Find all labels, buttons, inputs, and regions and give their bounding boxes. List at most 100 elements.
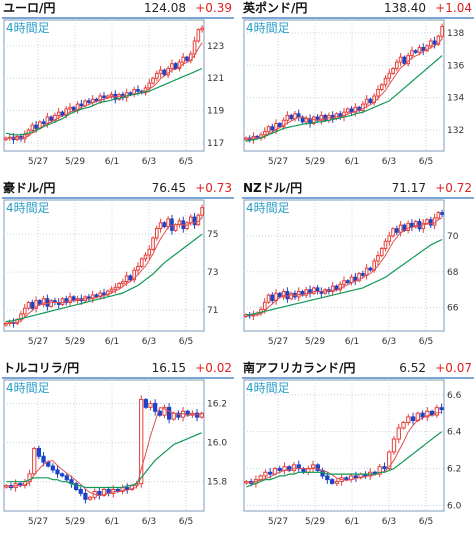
candle-body <box>185 56 189 61</box>
y-tick-label: 15.8 <box>207 478 227 488</box>
candle-body <box>83 492 88 500</box>
candle-body <box>428 40 433 47</box>
candle-body <box>310 464 316 470</box>
candle-body <box>158 69 163 74</box>
candle-body <box>281 291 286 298</box>
x-tick-label: 6/1 <box>105 157 119 167</box>
candle-body <box>94 98 99 102</box>
chart-change: +0.73 <box>195 181 232 195</box>
y-tick-label: 66 <box>447 304 459 314</box>
chart-plot: 123 121 119 117 5/27 5/29 6/1 6/3 6/5 4時間足 <box>3 19 224 167</box>
candle-body <box>30 124 35 131</box>
ma-long-line <box>5 233 203 323</box>
candle-body <box>319 114 324 121</box>
chart-title: 南アフリカランド/円 <box>243 361 356 375</box>
y-tick-label: 119 <box>207 107 224 117</box>
chart-panel-aud-jpy[interactable]: 豪ドル/円 76.45 +0.73 75 73 71 5/27 5/29 6/1 6/3 6/… <box>0 180 236 355</box>
candle-body <box>26 302 31 309</box>
candle-body <box>364 98 369 105</box>
x-tick-label: 6/5 <box>419 517 433 527</box>
candle-body <box>170 218 174 231</box>
ma-long-line <box>245 238 443 316</box>
candle-body <box>162 406 167 416</box>
candle-body <box>101 488 107 496</box>
x-tick-label: 6/3 <box>142 517 156 527</box>
ma-long-line <box>5 67 203 136</box>
candle-body <box>199 412 204 418</box>
candle-body <box>143 254 148 260</box>
candle-body <box>166 406 172 420</box>
y-tick-label: 71 <box>207 306 218 316</box>
candle-body <box>196 29 201 42</box>
candle-body <box>376 255 380 262</box>
candle-body <box>171 412 176 420</box>
chart-plot: 70 68 66 5/27 5/29 6/1 6/3 6/5 4時間足 <box>243 199 459 347</box>
candle-body <box>391 438 397 453</box>
chart-panel-gbp-jpy[interactable]: 英ポンド/円 138.40 +1.04 138 136 134 132 5/27 5/29… <box>240 0 476 175</box>
candle-body <box>68 296 72 304</box>
candle-body <box>45 298 50 307</box>
ma-short-line <box>245 38 443 140</box>
chart-title: NZドル/円 <box>243 181 303 195</box>
candle-body <box>338 283 343 291</box>
candle-body <box>383 77 388 86</box>
y-tick-label: 75 <box>207 230 218 240</box>
chart-panel-try-jpy[interactable]: トルコリラ/円 16.15 +0.02 16.2 16.0 15.8 5/27 5/29… <box>0 360 236 535</box>
y-tick-label: 121 <box>207 74 224 84</box>
candle-body <box>143 399 148 408</box>
candle-body <box>124 275 129 283</box>
candle-body <box>128 275 133 281</box>
chart-header: 南アフリカランド/円 6.52 +0.07 <box>242 361 474 379</box>
chart-change: +1.04 <box>435 1 472 15</box>
y-tick-label: 117 <box>207 139 224 149</box>
chart-panel-eur-jpy[interactable]: ユーロ/円 124.08 +0.39 123 121 119 117 5/27 5/29 6… <box>0 0 236 175</box>
x-tick-label: 6/3 <box>142 337 156 347</box>
candle-body <box>46 461 51 467</box>
x-tick-label: 6/5 <box>419 337 433 347</box>
candle-body <box>55 469 60 475</box>
chart-header: 英ポンド/円 138.40 +1.04 <box>242 1 474 19</box>
candle-body <box>102 95 106 99</box>
candle-body <box>428 219 433 226</box>
candle-body <box>125 487 130 490</box>
candle-body <box>274 123 278 131</box>
ma-short-line <box>6 406 202 496</box>
candle-body <box>87 100 91 103</box>
chart-price: 138.40 <box>384 1 426 15</box>
x-tick-label: 5/27 <box>28 157 48 167</box>
candle-body <box>379 247 384 257</box>
plot-frame <box>243 199 445 332</box>
timeframe-label: 4時間足 <box>246 21 290 35</box>
candle-body <box>329 479 335 484</box>
ma-long-line <box>246 431 442 488</box>
candle-body <box>379 84 384 91</box>
candle-body <box>342 280 346 285</box>
timeframe-label: 4時間足 <box>246 201 290 215</box>
ma-short-line <box>246 411 442 483</box>
candle-body <box>357 273 361 282</box>
chart-price: 124.08 <box>144 1 186 15</box>
y-tick-label: 68 <box>447 268 459 278</box>
candle-body <box>402 56 407 65</box>
chart-panel-zar-jpy[interactable]: 南アフリカランド/円 6.52 +0.07 6.6 6.4 6.2 6.0 5/27 5/… <box>240 360 476 535</box>
candle-body <box>440 25 444 37</box>
candle-body <box>349 108 354 113</box>
chart-title: トルコリラ/円 <box>3 361 80 375</box>
chart-panel-nzd-jpy[interactable]: NZドル/円 71.17 +0.72 70 68 66 5/27 5/29 6/1 6/3 6… <box>240 180 476 355</box>
candle-body <box>64 108 69 116</box>
candle-body <box>176 412 181 418</box>
x-tick-label: 6/3 <box>142 157 156 167</box>
chart-header: NZドル/円 71.17 +0.72 <box>242 181 474 199</box>
candle-body <box>166 218 170 228</box>
candle-body <box>421 222 426 230</box>
candle-body <box>398 56 403 63</box>
candle-body <box>139 258 144 267</box>
candle-body <box>90 294 95 300</box>
candle-body <box>353 475 359 479</box>
candle-body <box>436 212 441 219</box>
candle-body <box>162 69 167 76</box>
candle-body <box>398 224 403 233</box>
chart-plot: 6.6 6.4 6.2 6.0 5/27 5/29 6/1 6/3 6/5 4時間足 <box>243 379 462 527</box>
x-tick-label: 5/29 <box>305 157 325 167</box>
candle-body <box>387 235 392 242</box>
